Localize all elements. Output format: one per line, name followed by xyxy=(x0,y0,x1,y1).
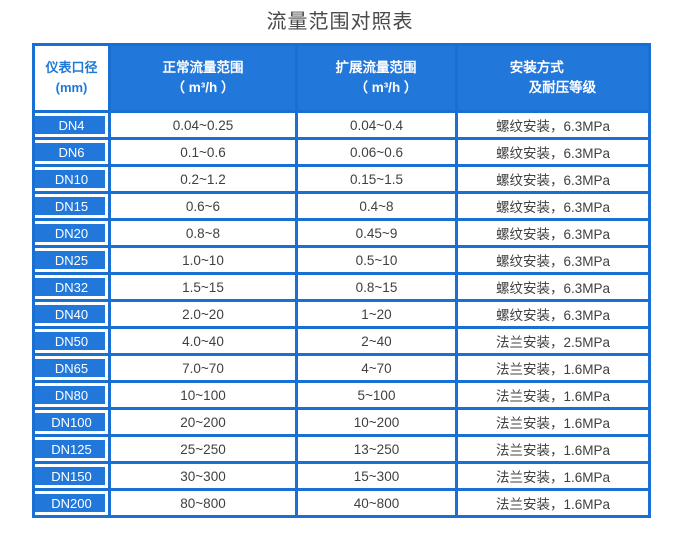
column-header-diameter-line2: (mm) xyxy=(55,80,88,95)
column-header-diameter-line1: 仪表口径 xyxy=(45,60,98,75)
cell-extended-range: 0.4~8 xyxy=(295,191,458,221)
column-header-normal-range: 正常流量范围 （ m³/h ） xyxy=(108,43,298,113)
cell-dn: DN6 xyxy=(32,137,111,167)
cell-dn: DN40 xyxy=(32,299,111,329)
cell-dn: DN100 xyxy=(32,407,111,437)
cell-normal-range: 0.6~6 xyxy=(108,191,298,221)
column-header-extended-range: 扩展流量范围 （ m³/h ） xyxy=(295,43,458,113)
cell-extended-range: 0.45~9 xyxy=(295,218,458,248)
cell-dn: DN25 xyxy=(32,245,111,275)
table-row: DN32 1.5~15 0.8~15 螺纹安装，6.3MPa xyxy=(32,272,651,302)
cell-normal-range: 25~250 xyxy=(108,434,298,464)
cell-extended-range: 15~300 xyxy=(295,461,458,491)
cell-normal-range: 0.8~8 xyxy=(108,218,298,248)
cell-extended-range: 0.8~15 xyxy=(295,272,458,302)
cell-dn: DN4 xyxy=(32,110,111,140)
cell-installation: 螺纹安装，6.3MPa xyxy=(455,272,651,302)
column-header-installation: 安装方式 及耐压等级 xyxy=(455,43,651,113)
cell-installation: 螺纹安装，6.3MPa xyxy=(455,164,651,194)
table-row: DN4 0.04~0.25 0.04~0.4 螺纹安装，6.3MPa xyxy=(32,110,651,140)
cell-dn: DN150 xyxy=(32,461,111,491)
cell-normal-range: 1.0~10 xyxy=(108,245,298,275)
cell-installation: 法兰安装，1.6MPa xyxy=(455,434,651,464)
cell-installation: 螺纹安装，6.3MPa xyxy=(455,110,651,140)
table-row: DN150 30~300 15~300 法兰安装，1.6MPa xyxy=(32,461,651,491)
table-row: DN100 20~200 10~200 法兰安装，1.6MPa xyxy=(32,407,651,437)
cell-extended-range: 0.04~0.4 xyxy=(295,110,458,140)
table-row: DN6 0.1~0.6 0.06~0.6 螺纹安装，6.3MPa xyxy=(32,137,651,167)
cell-extended-range: 1~20 xyxy=(295,299,458,329)
table-row: DN65 7.0~70 4~70 法兰安装，1.6MPa xyxy=(32,353,651,383)
cell-installation: 法兰安装，1.6MPa xyxy=(455,407,651,437)
column-header-diameter: 仪表口径 (mm) xyxy=(32,43,111,113)
cell-normal-range: 80~800 xyxy=(108,488,298,518)
column-header-extended-range-line1: 扩展流量范围 xyxy=(335,60,417,75)
cell-normal-range: 0.2~1.2 xyxy=(108,164,298,194)
cell-extended-range: 2~40 xyxy=(295,326,458,356)
cell-normal-range: 0.04~0.25 xyxy=(108,110,298,140)
column-header-normal-range-line1: 正常流量范围 xyxy=(162,60,244,75)
cell-installation: 螺纹安装，6.3MPa xyxy=(455,245,651,275)
cell-dn: DN125 xyxy=(32,434,111,464)
cell-installation: 法兰安装，1.6MPa xyxy=(455,488,651,518)
cell-installation: 法兰安装，2.5MPa xyxy=(455,326,651,356)
cell-installation: 螺纹安装，6.3MPa xyxy=(455,218,651,248)
cell-installation: 螺纹安装，6.3MPa xyxy=(455,299,651,329)
cell-dn: DN200 xyxy=(32,488,111,518)
cell-extended-range: 0.06~0.6 xyxy=(295,137,458,167)
cell-installation: 螺纹安装，6.3MPa xyxy=(455,191,651,221)
cell-extended-range: 0.15~1.5 xyxy=(295,164,458,194)
cell-dn: DN15 xyxy=(32,191,111,221)
cell-installation: 法兰安装，1.6MPa xyxy=(455,461,651,491)
cell-extended-range: 4~70 xyxy=(295,353,458,383)
cell-normal-range: 2.0~20 xyxy=(108,299,298,329)
cell-normal-range: 7.0~70 xyxy=(108,353,298,383)
cell-normal-range: 20~200 xyxy=(108,407,298,437)
cell-installation: 法兰安装，1.6MPa xyxy=(455,353,651,383)
cell-dn: DN10 xyxy=(32,164,111,194)
table-row: DN25 1.0~10 0.5~10 螺纹安装，6.3MPa xyxy=(32,245,651,275)
cell-normal-range: 10~100 xyxy=(108,380,298,410)
cell-extended-range: 0.5~10 xyxy=(295,245,458,275)
column-header-normal-range-line2: （ m³/h ） xyxy=(171,80,235,95)
table-row: DN10 0.2~1.2 0.15~1.5 螺纹安装，6.3MPa xyxy=(32,164,651,194)
page-title: 流量范围对照表 xyxy=(266,11,414,33)
table-row: DN40 2.0~20 1~20 螺纹安装，6.3MPa xyxy=(32,299,651,329)
table-row: DN125 25~250 13~250 法兰安装，1.6MPa xyxy=(32,434,651,464)
cell-installation: 螺纹安装，6.3MPa xyxy=(455,137,651,167)
cell-normal-range: 30~300 xyxy=(108,461,298,491)
cell-dn: DN32 xyxy=(32,272,111,302)
table-row: DN15 0.6~6 0.4~8 螺纹安装，6.3MPa xyxy=(32,191,651,221)
cell-extended-range: 40~800 xyxy=(295,488,458,518)
cell-extended-range: 10~200 xyxy=(295,407,458,437)
column-header-installation-line2: 及耐压等级 xyxy=(528,80,597,95)
table-row: DN80 10~100 5~100 法兰安装，1.6MPa xyxy=(32,380,651,410)
cell-dn: DN50 xyxy=(32,326,111,356)
table-row: DN50 4.0~40 2~40 法兰安装，2.5MPa xyxy=(32,326,651,356)
header-row: 仪表口径 (mm) 正常流量范围 （ m³/h ） 扩展流量范围 （ m³/h … xyxy=(32,43,651,113)
cell-normal-range: 4.0~40 xyxy=(108,326,298,356)
cell-extended-range: 13~250 xyxy=(295,434,458,464)
column-header-installation-line1: 安装方式 xyxy=(509,60,564,75)
cell-normal-range: 1.5~15 xyxy=(108,272,298,302)
column-header-extended-range-line2: （ m³/h ） xyxy=(354,80,418,95)
cell-dn: DN20 xyxy=(32,218,111,248)
table-row: DN200 80~800 40~800 法兰安装，1.6MPa xyxy=(32,488,651,518)
table-row: DN20 0.8~8 0.45~9 螺纹安装，6.3MPa xyxy=(32,218,651,248)
flow-range-table: 仪表口径 (mm) 正常流量范围 （ m³/h ） 扩展流量范围 （ m³/h … xyxy=(32,43,651,518)
cell-extended-range: 5~100 xyxy=(295,380,458,410)
cell-dn: DN65 xyxy=(32,353,111,383)
cell-normal-range: 0.1~0.6 xyxy=(108,137,298,167)
cell-installation: 法兰安装，1.6MPa xyxy=(455,380,651,410)
cell-dn: DN80 xyxy=(32,380,111,410)
